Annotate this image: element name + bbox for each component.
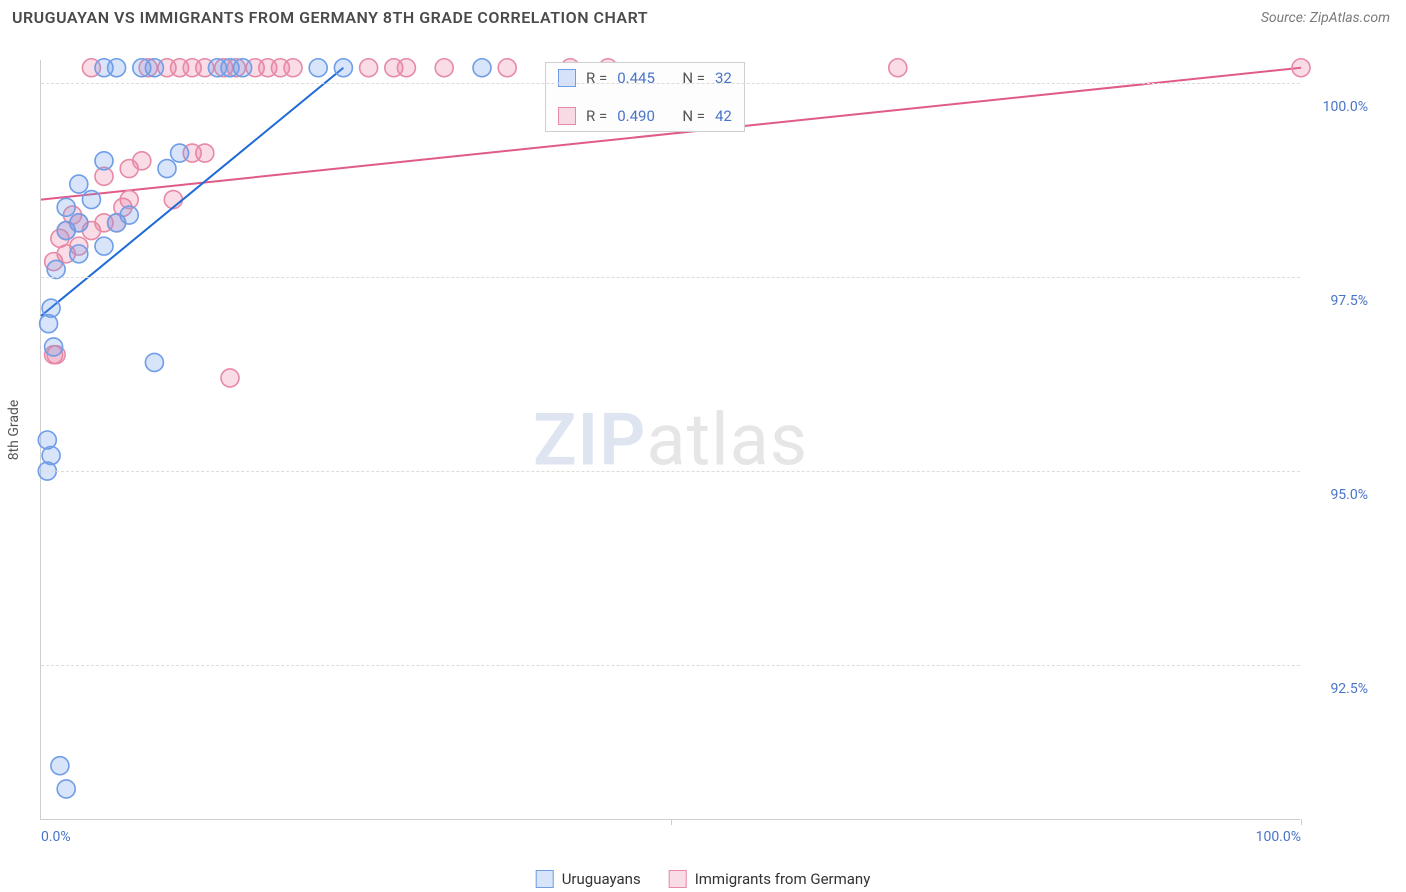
legend-label-uruguayans: Uruguayans [562, 870, 641, 888]
swatch-germany [558, 107, 576, 125]
stat-n-value: 32 [715, 69, 732, 87]
legend-swatch-uruguayans [536, 870, 554, 888]
stat-r-label: R = [586, 107, 607, 125]
stat-n-label: N = [682, 107, 705, 125]
data-point-germany [435, 59, 453, 77]
data-point-germany [221, 369, 239, 387]
gridline-h [41, 83, 1300, 84]
data-point-germany [284, 59, 302, 77]
legend-swatch-germany [669, 870, 687, 888]
y-axis-label: 8th Grade [6, 400, 22, 461]
data-point-uruguayans [171, 144, 189, 162]
y-tick-label: 97.5% [1308, 293, 1368, 309]
gridline-h [41, 665, 1300, 666]
x-tick [1301, 819, 1302, 825]
chart-title: URUGUAYAN VS IMMIGRANTS FROM GERMANY 8TH… [12, 8, 648, 27]
stat-r-value: 0.445 [617, 69, 655, 87]
legend-item-uruguayans: Uruguayans [536, 870, 641, 888]
stat-n-value: 42 [715, 107, 732, 125]
data-point-uruguayans [108, 59, 126, 77]
data-point-germany [1292, 59, 1310, 77]
data-point-uruguayans [95, 237, 113, 255]
source-label: Source: ZipAtlas.com [1261, 10, 1390, 26]
stats-row-germany: R = 0.490 N = 42 [558, 107, 732, 125]
data-point-uruguayans [38, 431, 56, 449]
bottom-legend: Uruguayans Immigrants from Germany [536, 870, 871, 888]
data-point-uruguayans [120, 206, 138, 224]
data-point-germany [889, 59, 907, 77]
gridline-h [41, 471, 1300, 472]
plot-svg [41, 60, 1301, 820]
data-point-uruguayans [70, 175, 88, 193]
data-point-uruguayans [473, 59, 491, 77]
data-point-uruguayans [47, 260, 65, 278]
data-point-uruguayans [95, 152, 113, 170]
data-point-uruguayans [234, 59, 252, 77]
stat-n-label: N = [682, 69, 705, 87]
data-point-uruguayans [51, 757, 69, 775]
data-point-uruguayans [334, 59, 352, 77]
data-point-uruguayans [70, 214, 88, 232]
data-point-uruguayans [45, 338, 63, 356]
y-tick-label: 92.5% [1308, 681, 1368, 697]
data-point-uruguayans [70, 245, 88, 263]
data-point-germany [196, 144, 214, 162]
data-point-germany [498, 59, 516, 77]
stat-r-label: R = [586, 69, 607, 87]
data-point-uruguayans [145, 59, 163, 77]
data-point-germany [397, 59, 415, 77]
plot-area: ZIPatlas R =0.445 N =32R =0.490 N =42 92… [40, 60, 1300, 820]
y-tick-label: 95.0% [1308, 487, 1368, 503]
data-point-uruguayans [57, 198, 75, 216]
legend-label-germany: Immigrants from Germany [695, 870, 871, 888]
x-tick [671, 819, 672, 825]
data-point-uruguayans [82, 191, 100, 209]
data-point-germany [360, 59, 378, 77]
legend-item-germany: Immigrants from Germany [669, 870, 871, 888]
stat-r-value: 0.490 [617, 107, 655, 125]
data-point-uruguayans [145, 353, 163, 371]
data-point-uruguayans [158, 160, 176, 178]
data-point-uruguayans [42, 299, 60, 317]
stats-legend: R = 0.445 N = 32 R = 0.490 N = 42 [545, 62, 745, 132]
stats-row-uruguayans: R = 0.445 N = 32 [558, 69, 732, 87]
gridline-h [41, 277, 1300, 278]
data-point-uruguayans [309, 59, 327, 77]
y-tick-label: 100.0% [1308, 99, 1368, 115]
data-point-germany [164, 191, 182, 209]
data-point-uruguayans [57, 780, 75, 798]
x-tick-label: 100.0% [1256, 829, 1301, 845]
swatch-uruguayans [558, 69, 576, 87]
data-point-germany [133, 152, 151, 170]
chart-area: ZIPatlas R =0.445 N =32R =0.490 N =42 92… [40, 60, 1370, 820]
x-tick-label: 0.0% [41, 829, 71, 845]
